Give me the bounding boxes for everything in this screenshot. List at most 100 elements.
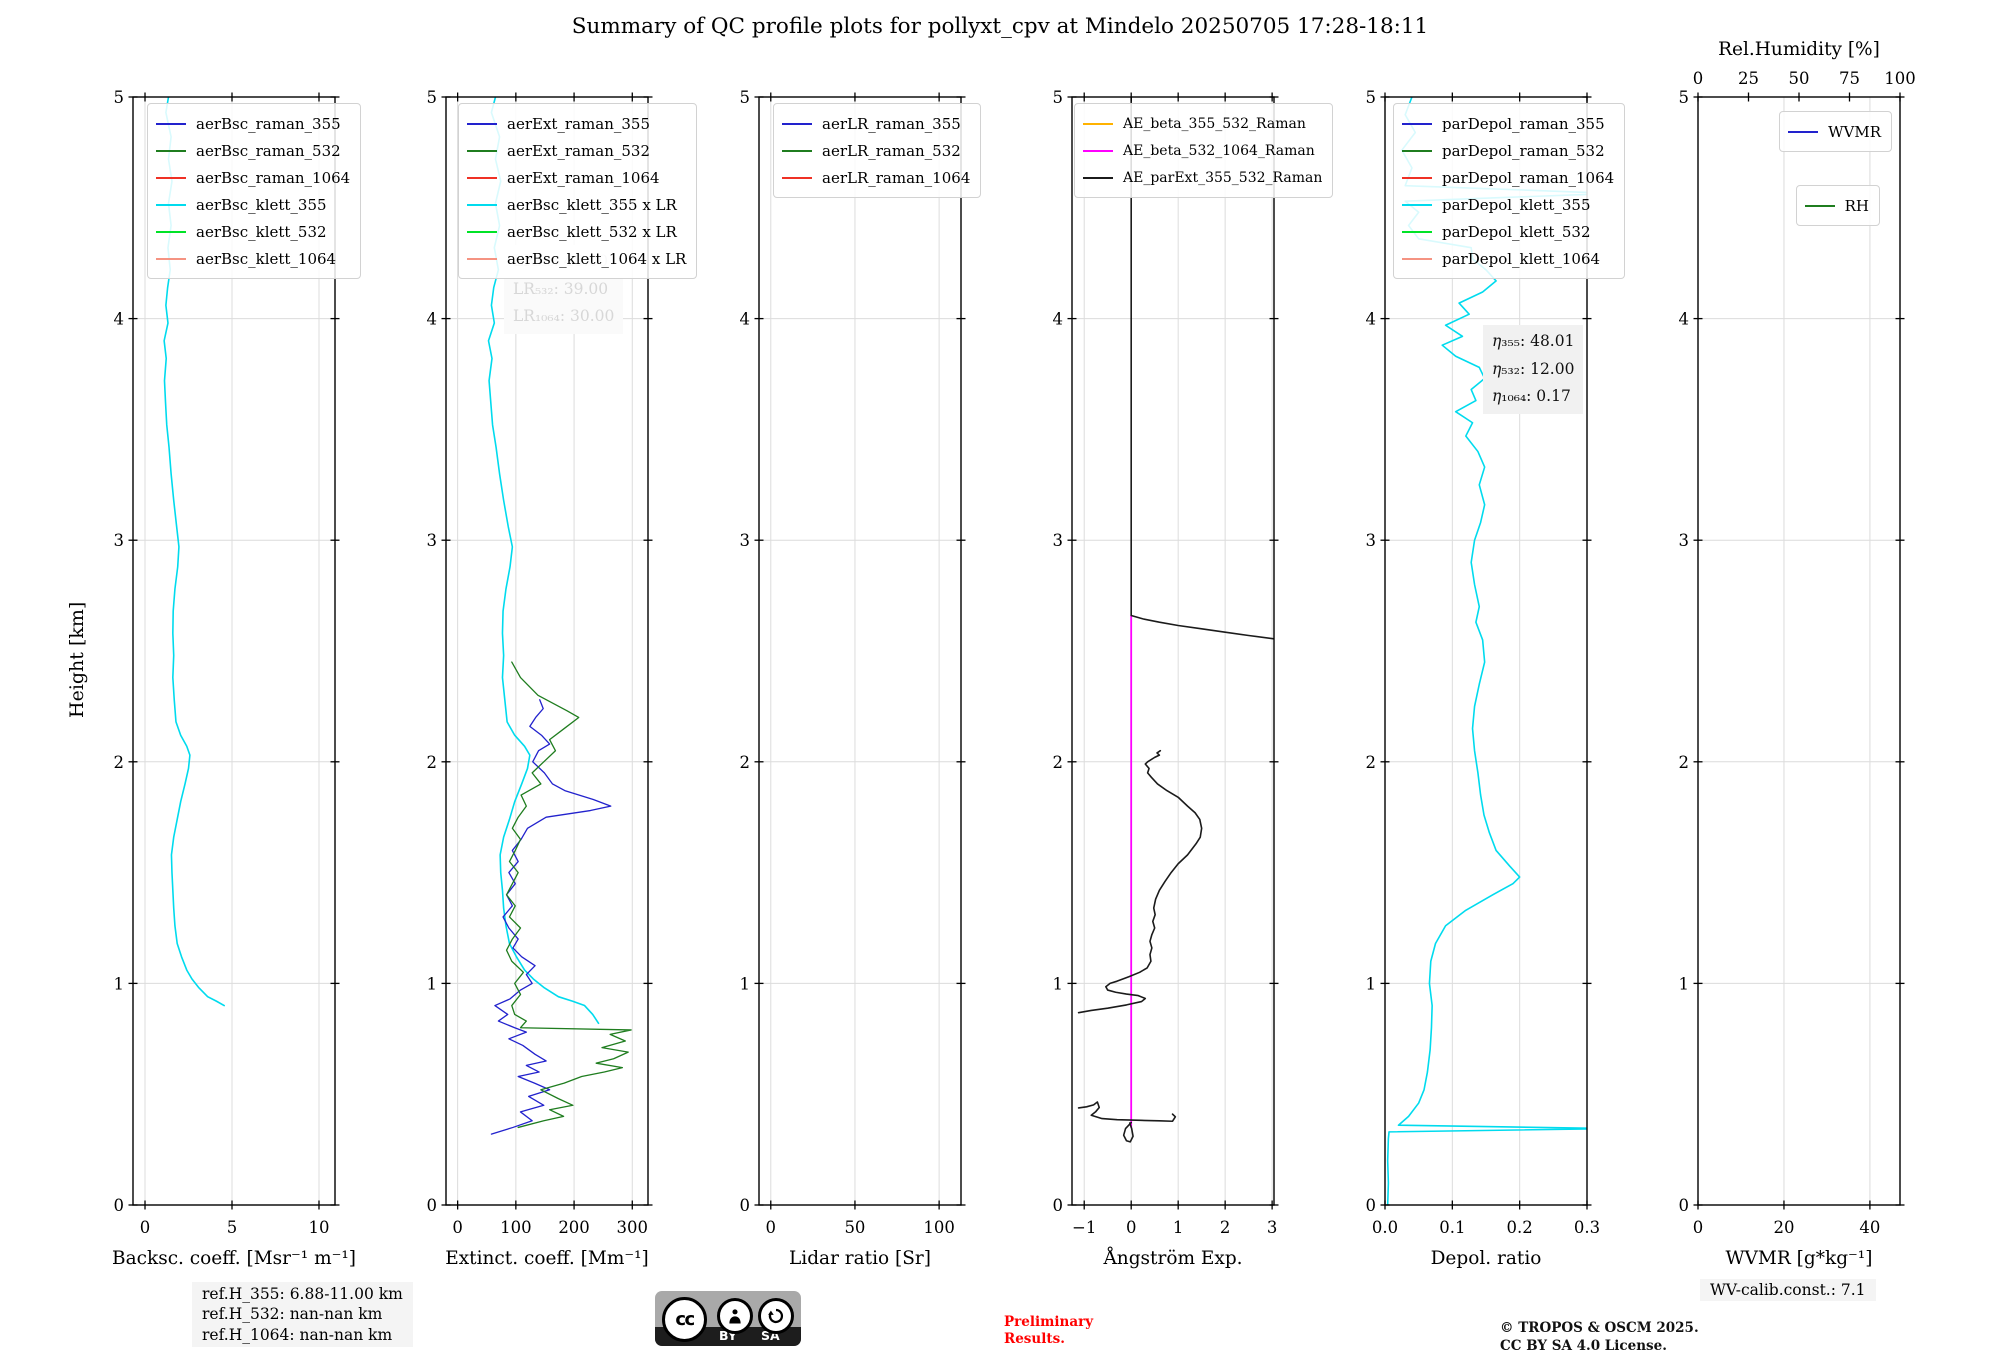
legend-item: WVMR bbox=[1788, 118, 1881, 145]
svg-text:0: 0 bbox=[140, 1218, 151, 1237]
series-AE_parExt_355_532_Raman_upper bbox=[1130, 97, 1274, 640]
svg-text:0: 0 bbox=[114, 1196, 125, 1215]
svg-text:0: 0 bbox=[766, 1218, 777, 1237]
svg-text:3: 3 bbox=[1366, 531, 1377, 550]
svg-text:4: 4 bbox=[740, 310, 751, 329]
eta-1064-value: η₁₀₆₄: 0.17 bbox=[1492, 387, 1571, 406]
legend-item: AE_beta_532_1064_Raman bbox=[1083, 137, 1322, 164]
svg-text:1: 1 bbox=[1173, 1218, 1184, 1237]
svg-text:Depol. ratio: Depol. ratio bbox=[1431, 1248, 1542, 1269]
legend-label: aerLR_raman_355 bbox=[822, 114, 961, 133]
legend-item: aerBsc_klett_532 x LR bbox=[467, 218, 686, 245]
legend-label: AE_beta_532_1064_Raman bbox=[1123, 142, 1315, 159]
reference-height-annotation: ref.H_355: 6.88-11.00 km ref.H_532: nan-… bbox=[192, 1282, 413, 1348]
svg-text:0: 0 bbox=[1126, 1218, 1137, 1237]
legend-label: parDepol_raman_532 bbox=[1442, 141, 1605, 160]
svg-text:4: 4 bbox=[114, 310, 125, 329]
svg-text:100: 100 bbox=[500, 1218, 532, 1237]
legend-label: parDepol_klett_355 bbox=[1442, 195, 1591, 214]
legend-label: parDepol_raman_355 bbox=[1442, 114, 1605, 133]
legend-backscatter: aerBsc_raman_355 aerBsc_raman_532 aerBsc_r… bbox=[147, 103, 362, 279]
legend-label: aerExt_raman_532 bbox=[507, 141, 650, 160]
y-axis-label: Height [km] bbox=[66, 601, 88, 718]
legend-swatch bbox=[782, 149, 812, 152]
legend-swatch bbox=[782, 122, 812, 125]
legend-swatch bbox=[782, 176, 812, 179]
legend-wvmr: WVMR bbox=[1779, 111, 1892, 152]
legend-item: parDepol_raman_355 bbox=[1402, 110, 1614, 137]
ref-h-355: ref.H_355: 6.88-11.00 km bbox=[202, 1285, 403, 1303]
preliminary-results-note: Preliminary Results. bbox=[1004, 1314, 1093, 1348]
legend-label: aerBsc_klett_532 x LR bbox=[507, 222, 677, 241]
legend-item: aerBsc_klett_1064 bbox=[156, 245, 350, 272]
svg-text:10: 10 bbox=[308, 1218, 329, 1237]
svg-text:5: 5 bbox=[740, 88, 751, 107]
panel-backscatter: 0 5 10 0 1 2 3 4 5 Backsc. coeff. [Msr⁻¹ m⁻¹] aer… bbox=[112, 88, 362, 1269]
legend-swatch bbox=[1402, 257, 1432, 260]
svg-text:0: 0 bbox=[452, 1218, 463, 1237]
legend-swatch bbox=[156, 257, 186, 260]
svg-text:0: 0 bbox=[1053, 1196, 1064, 1215]
svg-text:3: 3 bbox=[114, 531, 125, 550]
legend-label: aerExt_raman_1064 bbox=[507, 168, 660, 187]
legend-swatch bbox=[156, 149, 186, 152]
legend-item: aerBsc_klett_532 bbox=[156, 218, 350, 245]
svg-text:1: 1 bbox=[1366, 974, 1377, 993]
series-AE_parExt_355_532_Raman_low bbox=[1077, 1101, 1177, 1123]
legend-item: aerLR_raman_355 bbox=[782, 110, 970, 137]
legend-item: aerBsc_raman_355 bbox=[156, 110, 350, 137]
svg-text:2: 2 bbox=[114, 753, 125, 772]
svg-text:75: 75 bbox=[1839, 69, 1860, 88]
legend-swatch bbox=[1402, 230, 1432, 233]
figure-title: Summary of QC profile plots for pollyxt_… bbox=[571, 14, 1429, 39]
svg-text:40: 40 bbox=[1859, 1218, 1880, 1237]
attribution-person-icon bbox=[717, 1298, 753, 1334]
preliminary-line-1: Preliminary bbox=[1004, 1314, 1094, 1330]
legend-swatch bbox=[1083, 176, 1113, 179]
svg-text:20: 20 bbox=[1773, 1218, 1794, 1237]
svg-text:5: 5 bbox=[1679, 88, 1690, 107]
panel-lidar-ratio: 0 50 100 0 1 2 3 4 5 Lidar ratio [Sr] aerLR_raman… bbox=[740, 88, 982, 1269]
panel-wvmr: 0 20 40 0 1 2 3 4 5 WVMR [g*kg⁻¹] 0 25 50 75 100 Rel.Hu… bbox=[1679, 39, 1916, 1269]
lr-1064-value: LR₁₀₆₄: 30.00 bbox=[513, 307, 615, 326]
svg-text:1: 1 bbox=[1053, 974, 1064, 993]
svg-text:Lidar ratio [Sr]: Lidar ratio [Sr] bbox=[789, 1248, 931, 1269]
legend-swatch bbox=[467, 176, 497, 179]
svg-text:2: 2 bbox=[1053, 753, 1064, 772]
legend-item: parDepol_klett_355 bbox=[1402, 191, 1614, 218]
svg-text:Rel.Humidity [%]: Rel.Humidity [%] bbox=[1718, 39, 1880, 60]
svg-text:Backsc. coeff. [Msr⁻¹ m⁻¹]: Backsc. coeff. [Msr⁻¹ m⁻¹] bbox=[112, 1248, 356, 1269]
svg-text:4: 4 bbox=[427, 310, 438, 329]
legend-swatch bbox=[1083, 149, 1113, 152]
legend-swatch bbox=[467, 257, 497, 260]
svg-text:Ångström Exp.: Ångström Exp. bbox=[1102, 1247, 1242, 1269]
legend-item: aerBsc_klett_355 bbox=[156, 191, 350, 218]
legend-item: aerLR_raman_532 bbox=[782, 137, 970, 164]
legend-label: aerLR_raman_1064 bbox=[822, 168, 971, 187]
svg-text:WVMR [g*kg⁻¹]: WVMR [g*kg⁻¹] bbox=[1726, 1248, 1873, 1269]
legend-item: aerExt_raman_1064 bbox=[467, 164, 686, 191]
legend-label: AE_parExt_355_532_Raman bbox=[1123, 169, 1323, 186]
legend-label: aerBsc_klett_532 bbox=[196, 222, 327, 241]
extinction-plot: 0 100 200 300 0 1 2 3 4 5 Extinct. coeff. [Mm⁻¹] bbox=[427, 88, 653, 1269]
svg-text:0: 0 bbox=[1693, 69, 1704, 88]
panel-depol-ratio: 0.0 0.1 0.2 0.3 0 1 2 3 4 5 Depol. ratio η₃₅₅: 48.… bbox=[1366, 88, 1626, 1269]
svg-text:5: 5 bbox=[227, 1218, 238, 1237]
angstroem-plot: −1 0 1 2 3 0 1 2 3 4 5 Ångström Exp. bbox=[1053, 88, 1279, 1269]
legend-label: RH bbox=[1844, 196, 1869, 215]
svg-text:0: 0 bbox=[1679, 1196, 1690, 1215]
svg-text:100: 100 bbox=[1884, 69, 1916, 88]
svg-text:−1: −1 bbox=[1072, 1218, 1096, 1237]
legend-item: aerExt_raman_532 bbox=[467, 137, 686, 164]
svg-text:3: 3 bbox=[427, 531, 438, 550]
legend-label: WVMR bbox=[1828, 122, 1881, 141]
legend-label: aerLR_raman_532 bbox=[822, 141, 961, 160]
copyright-line-1: © TROPOS & OSCM 2025. bbox=[1500, 1320, 1699, 1336]
wvmr-plot: 0 20 40 0 1 2 3 4 5 WVMR [g*kg⁻¹] 0 25 50 75 100Rel.Hu… bbox=[1679, 39, 1916, 1269]
svg-text:200: 200 bbox=[558, 1218, 590, 1237]
cc-icon: cc bbox=[662, 1297, 707, 1342]
eta-355-value: η₃₅₅: 48.01 bbox=[1492, 332, 1575, 350]
preliminary-line-2: Results. bbox=[1004, 1330, 1065, 1347]
legend-swatch bbox=[156, 230, 186, 233]
legend-swatch bbox=[1402, 122, 1432, 125]
